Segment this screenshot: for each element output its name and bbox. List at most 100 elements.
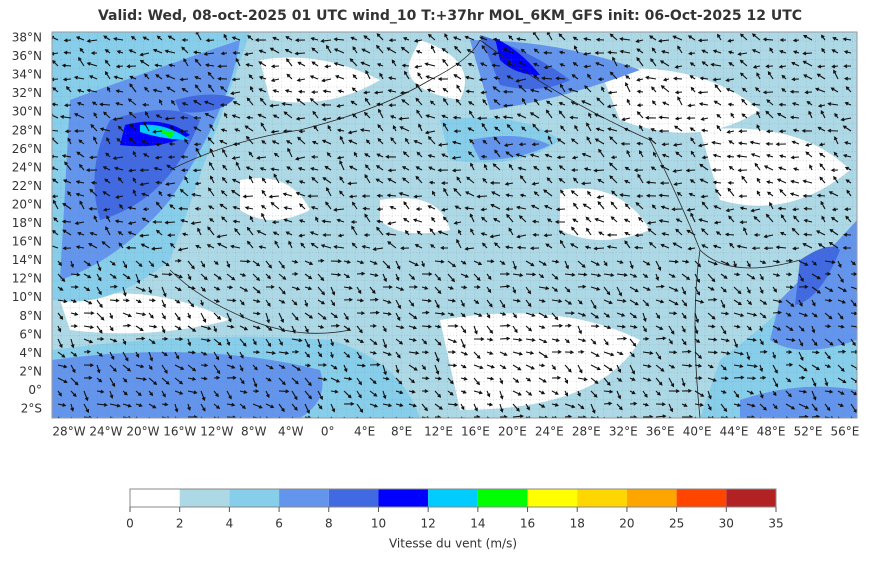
wind-arrow <box>52 244 59 249</box>
wind-arrow <box>529 246 540 251</box>
wind-arrow <box>265 299 271 307</box>
wind-arrow <box>798 351 804 361</box>
wind-arrow <box>161 325 166 334</box>
wind-arrow <box>135 325 144 332</box>
wind-arrow <box>161 351 168 357</box>
wind-arrow <box>265 273 272 280</box>
colorbar: 0 2 4 6 8 10 12 14 16 18 20 25 30 35 <box>126 488 784 531</box>
wind-arrow <box>765 110 774 119</box>
wind-arrow <box>545 243 553 249</box>
wind-arrow <box>502 89 514 94</box>
wind-arrow <box>551 299 563 303</box>
wind-arrow <box>806 100 813 106</box>
wind-arrow <box>824 312 833 320</box>
wind-arrow <box>226 298 237 303</box>
wind-arrow <box>148 364 153 371</box>
wind-arrow <box>766 99 774 106</box>
wind-arrow <box>603 260 608 267</box>
wind-arrow <box>265 338 272 348</box>
wind-arrow <box>819 176 826 184</box>
wind-arrow <box>685 168 696 173</box>
wind-arrow <box>421 403 428 412</box>
wind-arrow <box>538 325 546 329</box>
wind-arrow <box>90 180 98 185</box>
wind-arrow <box>733 286 742 295</box>
wind-arrow <box>356 286 362 295</box>
wind-arrow <box>369 403 379 408</box>
wind-arrow <box>440 246 449 250</box>
wind-arrow <box>610 201 618 210</box>
wind-arrow <box>333 37 345 42</box>
wind-arrow <box>104 59 111 67</box>
wind-arrow <box>762 37 774 42</box>
wind-arrow <box>220 128 228 133</box>
wind-arrow <box>83 273 92 279</box>
wind-arrow <box>659 60 670 67</box>
wind-arrow <box>798 403 810 409</box>
wind-arrow <box>543 86 553 93</box>
wind-arrow <box>805 142 813 147</box>
wind-arrow <box>376 63 384 67</box>
wind-arrow <box>559 239 566 249</box>
wind-arrow <box>270 64 280 69</box>
wind-arrow <box>109 403 121 408</box>
wind-arrow <box>603 338 609 346</box>
wind-arrow <box>278 364 286 369</box>
wind-arrow <box>265 325 273 331</box>
wind-arrow <box>322 233 332 237</box>
wind-arrow <box>473 299 480 304</box>
wind-arrow <box>311 90 319 95</box>
wind-arrow <box>766 153 774 158</box>
wind-arrow <box>143 121 150 132</box>
wind-arrow <box>326 187 332 197</box>
wind-arrow <box>712 77 722 82</box>
wind-arrow <box>269 103 280 108</box>
wind-arrow <box>636 111 644 119</box>
wind-arrow <box>616 273 628 277</box>
wind-arrow <box>668 286 679 292</box>
wind-arrow <box>516 37 527 42</box>
wind-arrow <box>317 377 328 382</box>
wind-arrow <box>200 260 206 268</box>
wind-arrow <box>850 286 857 291</box>
wind-arrow <box>727 180 735 185</box>
wind-arrow <box>686 229 696 236</box>
wind-arrow <box>791 102 800 106</box>
colorbar-tick-label: 6 <box>275 517 283 531</box>
wind-arrow <box>408 403 418 408</box>
wind-arrow <box>657 38 670 43</box>
wind-arrow <box>843 76 852 81</box>
wind-arrow <box>594 217 605 223</box>
wind-arrow <box>122 286 127 297</box>
wind-arrow <box>525 390 533 396</box>
wind-arrow <box>200 390 206 402</box>
wind-arrow <box>573 45 579 54</box>
wind-arrow <box>811 350 820 355</box>
wind-arrow <box>720 286 727 293</box>
wind-arrow <box>586 227 592 236</box>
wind-arrow <box>248 151 254 158</box>
wind-arrow <box>699 178 709 184</box>
wind-arrow <box>785 272 793 277</box>
wind-arrow <box>619 193 631 197</box>
wind-arrow <box>187 338 192 347</box>
wind-arrow <box>655 390 661 396</box>
wind-arrow <box>256 230 267 236</box>
wind-arrow <box>694 402 704 407</box>
wind-arrow <box>736 244 748 249</box>
wind-arrow <box>408 273 416 280</box>
wind-arrow <box>245 166 254 171</box>
wind-arrow <box>427 135 436 145</box>
wind-arrow <box>525 338 536 342</box>
wind-arrow <box>701 201 709 210</box>
wind-arrow <box>720 260 730 266</box>
wind-arrow <box>57 273 66 283</box>
wind-arrow <box>570 101 579 106</box>
wind-arrow <box>52 128 59 132</box>
wind-arrow <box>655 260 662 271</box>
wind-arrow <box>516 234 527 239</box>
wind-arrow <box>187 312 191 319</box>
wind-arrow <box>533 191 540 197</box>
wind-arrow <box>152 48 163 54</box>
